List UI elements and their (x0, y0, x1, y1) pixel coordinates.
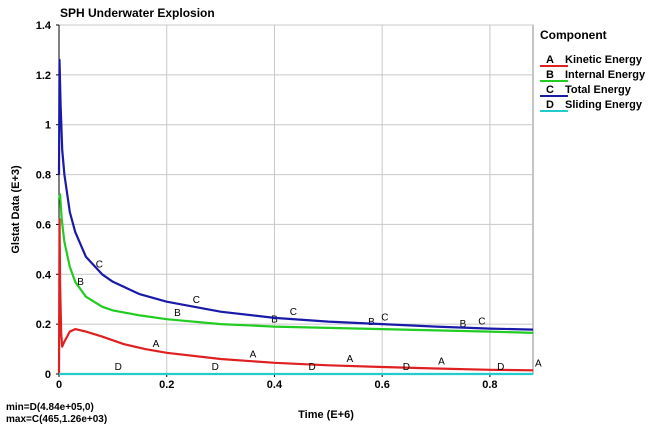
legend: A Kinetic Energy B Internal Energy C Tot… (540, 54, 650, 114)
series-marker-sliding-energy: D (497, 362, 504, 373)
max-annotation: max=C(465,1.26e+03) (6, 414, 108, 425)
series-marker-total-energy: C (96, 259, 103, 270)
series-line-internal-energy (57, 193, 534, 334)
series-marker-sliding-energy: D (309, 362, 316, 373)
legend-label-total-energy: Total Energy (565, 84, 631, 96)
y-tick-label: 1.4 (36, 20, 52, 32)
min-max-annotation: min=D(4.84e+05,0) max=C(465,1.26e+03) (6, 402, 107, 426)
y-tick-label: 0.2 (36, 319, 51, 331)
x-tick-label: 0.8 (482, 379, 497, 391)
series-marker-kinetic-energy: A (347, 354, 354, 365)
y-tick-label: 0.6 (36, 219, 51, 231)
series-marker-kinetic-energy: A (438, 357, 445, 368)
min-annotation: min=D(4.84e+05,0) (6, 402, 94, 413)
legend-marker-c: C (546, 84, 554, 96)
legend-title: Component (540, 28, 607, 42)
y-tick-label: 0 (45, 369, 51, 381)
legend-marker-b: B (546, 69, 554, 81)
series-marker-total-energy: C (290, 307, 297, 318)
legend-swatch-internal-energy (540, 80, 568, 82)
series-marker-kinetic-energy: A (153, 339, 160, 350)
series-marker-total-energy: C (193, 295, 200, 306)
legend-swatch-total-energy (540, 95, 568, 97)
series-marker-sliding-energy: D (212, 362, 219, 373)
chart-title: SPH Underwater Explosion (60, 6, 215, 20)
legend-marker-a: A (546, 54, 554, 66)
legend-marker-d: D (546, 99, 554, 111)
x-tick-label: 0.2 (159, 379, 174, 391)
legend-item-kinetic-energy: A Kinetic Energy (540, 54, 650, 69)
series-marker-sliding-energy: D (115, 362, 122, 373)
y-tick-label: 0.4 (36, 269, 52, 281)
y-tick-label: 1.2 (36, 70, 51, 82)
series-marker-sliding-energy: D (403, 362, 410, 373)
series-line-kinetic-energy (57, 218, 534, 375)
legend-label-internal-energy: Internal Energy (565, 69, 646, 81)
y-axis-label: Glstat Data (E+3) (10, 165, 22, 254)
series-marker-internal-energy: B (271, 315, 278, 326)
legend-item-total-energy: C Total Energy (540, 84, 650, 99)
series-marker-kinetic-energy: A (250, 349, 257, 360)
series-marker-total-energy: C (478, 316, 485, 327)
legend-item-sliding-energy: D Sliding Energy (540, 99, 650, 114)
y-tick-label: 1 (45, 120, 51, 132)
series-marker-kinetic-energy: A (535, 358, 542, 369)
series-marker-total-energy: C (381, 312, 388, 323)
series-marker-internal-energy: B (174, 308, 181, 319)
series-marker-internal-energy: B (368, 317, 375, 328)
legend-item-internal-energy: B Internal Energy (540, 69, 650, 84)
legend-label-kinetic-energy: Kinetic Energy (565, 54, 643, 66)
legend-swatch-sliding-energy (540, 110, 568, 112)
x-axis-label: Time (E+6) (298, 409, 354, 421)
y-tick-label: 0.8 (36, 170, 51, 182)
legend-label-sliding-energy: Sliding Energy (565, 99, 643, 111)
x-tick-label: 0 (56, 379, 62, 391)
series-marker-internal-energy: B (77, 277, 84, 288)
legend-swatch-kinetic-energy (540, 65, 568, 67)
series-marker-internal-energy: B (460, 319, 467, 330)
x-tick-label: 0.6 (375, 379, 390, 391)
x-tick-label: 0.4 (267, 379, 283, 391)
series-line-total-energy (57, 58, 534, 331)
